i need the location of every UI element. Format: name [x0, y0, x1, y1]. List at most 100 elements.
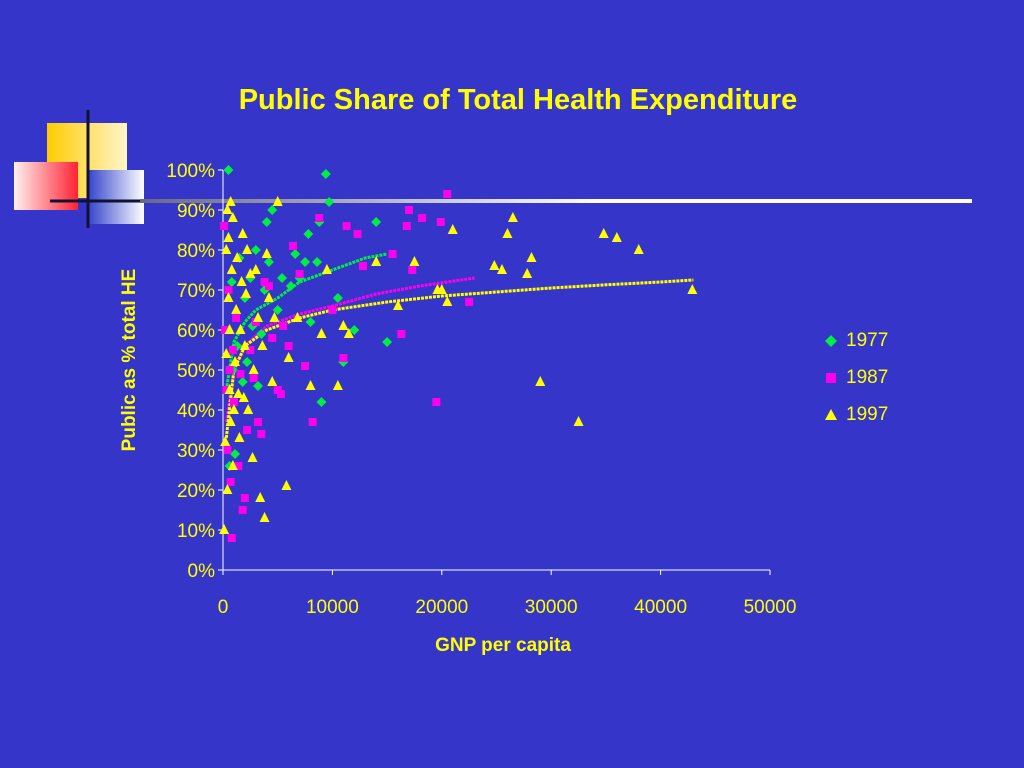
- legend-item-1977: 1977: [820, 322, 888, 359]
- point-1987: [227, 534, 236, 542]
- legend: 1977 1987 1997: [820, 322, 888, 433]
- y-tick-label: 50%: [177, 361, 215, 382]
- point-1977: [267, 205, 278, 215]
- point-1977: [349, 325, 360, 335]
- point-1997: [253, 312, 264, 322]
- x-tick-label: 0: [218, 597, 229, 618]
- point-1977: [324, 197, 335, 207]
- point-1997: [247, 452, 258, 462]
- point-1997: [248, 364, 259, 374]
- point-1987: [397, 330, 406, 338]
- y-tick-label: 70%: [177, 281, 215, 302]
- chart-title: Public Share of Total Health Expenditure: [238, 84, 798, 116]
- point-1997: [343, 328, 354, 338]
- point-1997: [502, 228, 513, 238]
- trend-line-1977: [224, 252, 388, 391]
- point-1997: [223, 292, 234, 302]
- trend-lines: [224, 252, 694, 439]
- point-1997: [228, 404, 239, 414]
- point-1987: [315, 214, 324, 222]
- point-1997: [250, 264, 261, 274]
- point-1997: [409, 256, 420, 266]
- point-1997: [338, 320, 349, 330]
- x-tick-label: 40000: [634, 597, 687, 618]
- y-axis-ticks: 0% 10% 20% 30% 40% 50% 60% 70% 80% 90% 100%: [166, 161, 223, 582]
- diamond-icon: [820, 334, 842, 348]
- triangle-icon: [820, 408, 842, 422]
- point-1987: [276, 390, 285, 398]
- point-1987: [308, 418, 317, 426]
- point-1987: [232, 314, 241, 322]
- point-1997: [245, 268, 256, 278]
- point-1977: [371, 217, 382, 227]
- data-points: [219, 165, 698, 542]
- point-1987: [295, 270, 304, 278]
- point-1987: [279, 322, 288, 330]
- decor-square-blue: [88, 170, 144, 224]
- point-1997: [231, 304, 242, 314]
- point-1987: [238, 506, 247, 514]
- y-tick-label: 60%: [177, 321, 215, 342]
- point-1987: [465, 298, 474, 306]
- point-1997: [220, 436, 231, 446]
- point-1997: [633, 244, 644, 254]
- y-axis-label: Public as % total HE: [119, 268, 140, 452]
- point-1997: [259, 512, 270, 522]
- point-1987: [243, 426, 252, 434]
- trend-line-1997: [224, 278, 694, 439]
- point-1997: [238, 392, 249, 402]
- point-1987: [443, 190, 452, 198]
- point-1987: [301, 362, 310, 370]
- point-1987: [289, 242, 298, 250]
- point-1997: [235, 324, 246, 334]
- point-1997: [496, 264, 507, 274]
- legend-label-1987: 1987: [846, 366, 889, 388]
- point-1987: [418, 214, 427, 222]
- point-1977: [263, 257, 274, 267]
- point-1997: [257, 340, 268, 350]
- point-1987: [339, 354, 348, 362]
- point-1997: [221, 348, 232, 358]
- legend-item-1997: 1997: [820, 396, 888, 433]
- point-1987: [249, 374, 258, 382]
- point-1977: [250, 245, 261, 255]
- point-1987: [328, 306, 337, 314]
- point-1997: [442, 296, 453, 306]
- point-1987: [226, 478, 235, 486]
- point-1987: [229, 398, 238, 406]
- point-1977: [237, 377, 248, 387]
- point-1997: [234, 432, 245, 442]
- point-1987: [268, 334, 277, 342]
- point-1997: [316, 328, 327, 338]
- point-1987: [388, 250, 397, 258]
- point-1987: [236, 370, 245, 378]
- point-1997: [371, 256, 382, 266]
- point-1977: [230, 449, 241, 459]
- point-1987: [234, 462, 243, 470]
- point-1987: [225, 366, 234, 374]
- point-1997: [687, 284, 698, 294]
- point-1997: [535, 376, 546, 386]
- point-1977: [285, 281, 296, 291]
- point-1987: [246, 346, 255, 354]
- point-1987: [402, 222, 411, 230]
- point-1997: [526, 252, 537, 262]
- point-1997: [269, 312, 280, 322]
- legend-label-1977: 1977: [846, 329, 889, 351]
- point-1987: [221, 326, 230, 334]
- point-1987: [240, 494, 249, 502]
- point-1977: [303, 229, 314, 239]
- point-1987: [436, 218, 445, 226]
- point-1997: [281, 480, 292, 490]
- point-1997: [255, 492, 266, 502]
- point-1997: [243, 404, 254, 414]
- point-1997: [232, 252, 243, 262]
- point-1997: [222, 484, 233, 494]
- square-icon: [820, 371, 842, 385]
- point-1987: [264, 282, 273, 290]
- point-1997: [332, 380, 343, 390]
- point-1977: [226, 277, 237, 287]
- x-tick-label: 10000: [306, 597, 359, 618]
